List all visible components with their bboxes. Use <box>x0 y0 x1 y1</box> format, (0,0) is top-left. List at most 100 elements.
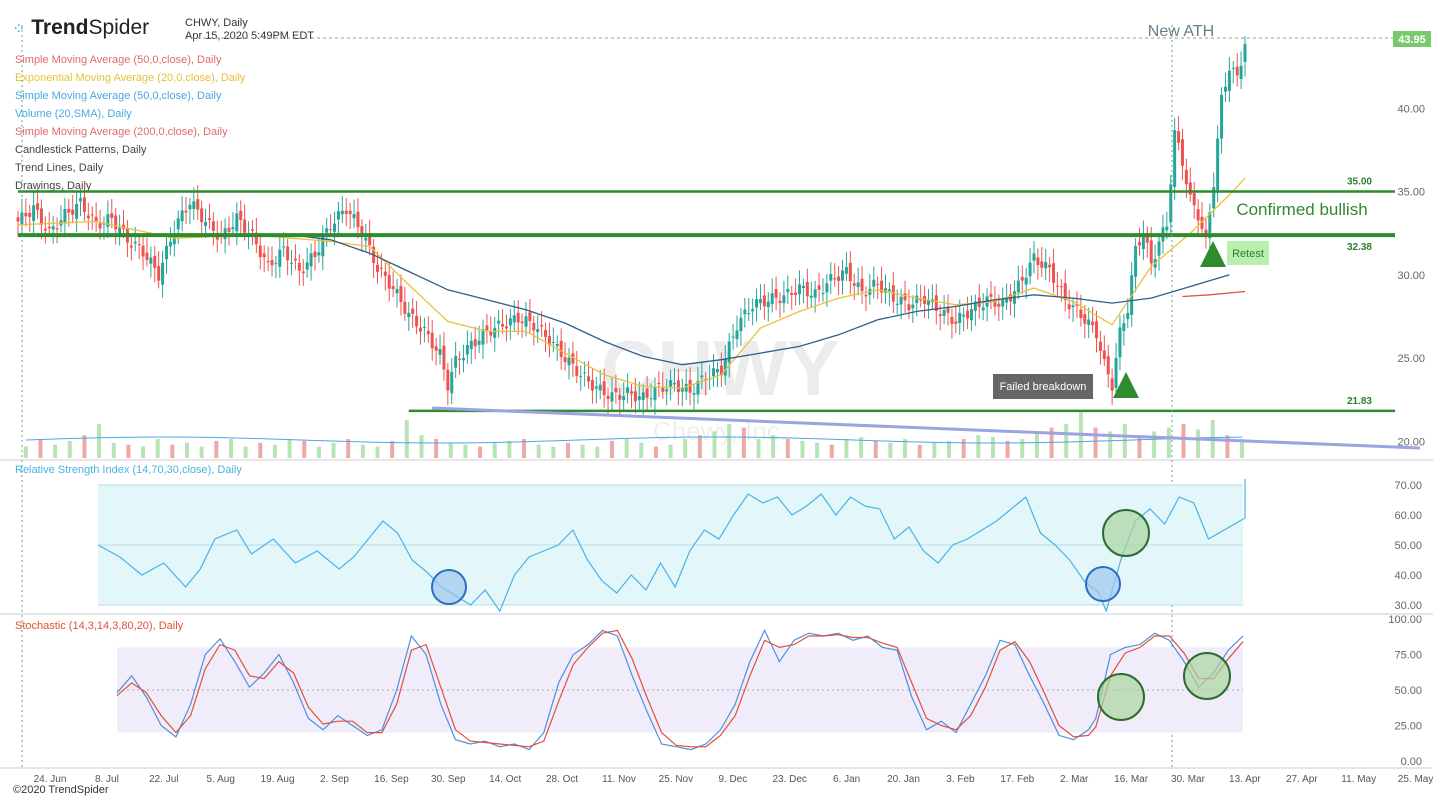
candle-body <box>82 197 86 213</box>
candle-body <box>1122 323 1126 331</box>
candle-body <box>766 301 770 308</box>
candle-body <box>1067 304 1071 310</box>
volume-bar <box>1034 431 1039 458</box>
candle-body <box>981 307 985 311</box>
volume-bar <box>566 442 571 458</box>
x-tick-label: 9. Dec <box>718 774 747 785</box>
candle-body <box>598 384 602 391</box>
candle-body <box>1059 286 1063 288</box>
new-ath-label: New ATH <box>1148 23 1214 40</box>
candle-body <box>770 293 774 305</box>
candle-body <box>1141 234 1145 250</box>
candle-body <box>461 357 465 361</box>
legend-entry[interactable]: Trend Lines, Daily <box>15 162 104 174</box>
candle-body <box>282 246 286 248</box>
stochastic-tick-label: 0.00 <box>1401 756 1422 768</box>
candle-body <box>579 376 583 378</box>
volume-bar <box>800 440 805 458</box>
candle-body <box>1208 212 1212 239</box>
legend-entry[interactable]: Exponential Moving Average (20,0,close),… <box>15 72 246 84</box>
candle-body <box>161 262 165 285</box>
rsi-tick-label: 70.00 <box>1394 480 1422 492</box>
candle-body <box>1204 229 1208 236</box>
volume-bar <box>522 439 527 458</box>
candle-body <box>43 228 47 231</box>
volume-bar <box>639 442 644 458</box>
volume-bar <box>536 444 541 458</box>
candle-body <box>715 368 719 373</box>
stochastic-d-line <box>116 629 1244 748</box>
candle-body <box>602 381 606 396</box>
candle-body <box>250 229 254 231</box>
stochastic-title: Stochastic (14,3,14,3,80,20), Daily <box>15 620 184 632</box>
candle-body <box>94 216 98 222</box>
candle-body <box>79 198 83 202</box>
candle-body <box>426 330 430 335</box>
candle-body <box>434 346 438 351</box>
candle-body <box>352 214 356 219</box>
candle-body <box>688 379 692 393</box>
candle-body <box>735 330 739 340</box>
candle-body <box>395 288 399 294</box>
candle-body <box>1098 341 1102 351</box>
candle-body <box>895 303 899 305</box>
candle-body <box>762 295 766 307</box>
volume-bar <box>946 440 951 458</box>
candle-body <box>540 325 544 327</box>
candle-body <box>98 223 102 229</box>
candle-body <box>758 299 762 304</box>
x-tick-label: 27. Apr <box>1286 774 1318 785</box>
candle-body <box>747 313 751 315</box>
candle-body <box>680 388 684 392</box>
candle-body <box>235 213 239 232</box>
volume-bar <box>932 442 937 458</box>
volume-bar <box>1166 427 1171 458</box>
candle-body <box>755 299 759 308</box>
candle-body <box>278 249 282 267</box>
legend-entry[interactable]: Simple Moving Average (50,0,close), Dail… <box>15 54 222 66</box>
volume-bar <box>785 439 790 458</box>
candle-body <box>411 308 415 314</box>
candle-body <box>102 223 106 225</box>
x-tick-label: 28. Oct <box>546 774 578 785</box>
volume-bar <box>287 439 292 458</box>
candle-body <box>336 211 340 220</box>
candle-body <box>1102 350 1106 360</box>
candle-body <box>798 284 802 295</box>
volume-bar <box>199 446 204 458</box>
candle-body <box>919 299 923 301</box>
volume-bar <box>1152 431 1157 458</box>
x-tick-label: 2. Sep <box>320 774 349 785</box>
legend-entry[interactable]: Simple Moving Average (200,0,close), Dai… <box>15 126 228 138</box>
last-price-label: 43.95 <box>1398 34 1426 46</box>
candle-body <box>176 218 180 230</box>
stochastic-circle <box>1097 673 1145 721</box>
candle-body <box>454 355 458 368</box>
candle-body <box>180 210 184 222</box>
legend-entry[interactable]: Drawings, Daily <box>15 180 92 192</box>
legend-entry[interactable]: Simple Moving Average (50,0,close), Dail… <box>15 90 222 102</box>
candle-body <box>47 226 51 229</box>
candle-body <box>958 312 962 323</box>
candle-body <box>1223 86 1227 92</box>
x-tick-label: 11. May <box>1341 774 1376 785</box>
legend-entry[interactable]: Candlestick Patterns, Daily <box>15 144 147 156</box>
x-tick-label: 14. Oct <box>489 774 521 785</box>
candle-body <box>63 209 67 224</box>
candle-body <box>1075 304 1079 306</box>
candle-body <box>1005 298 1009 303</box>
legend-entry[interactable]: Volume (20,SMA), Daily <box>15 108 132 120</box>
candle-body <box>344 210 348 214</box>
candle-body <box>379 267 383 269</box>
volume-bar <box>741 427 746 458</box>
candle-body <box>966 310 970 319</box>
candle-body <box>739 317 743 332</box>
volume-bar <box>668 444 673 458</box>
retest-box <box>1227 241 1269 265</box>
stochastic-tick-label: 100.00 <box>1388 614 1422 626</box>
candle-body <box>555 343 559 347</box>
candle-body <box>415 315 419 327</box>
candle-body <box>24 212 28 217</box>
candle-body <box>317 252 321 256</box>
